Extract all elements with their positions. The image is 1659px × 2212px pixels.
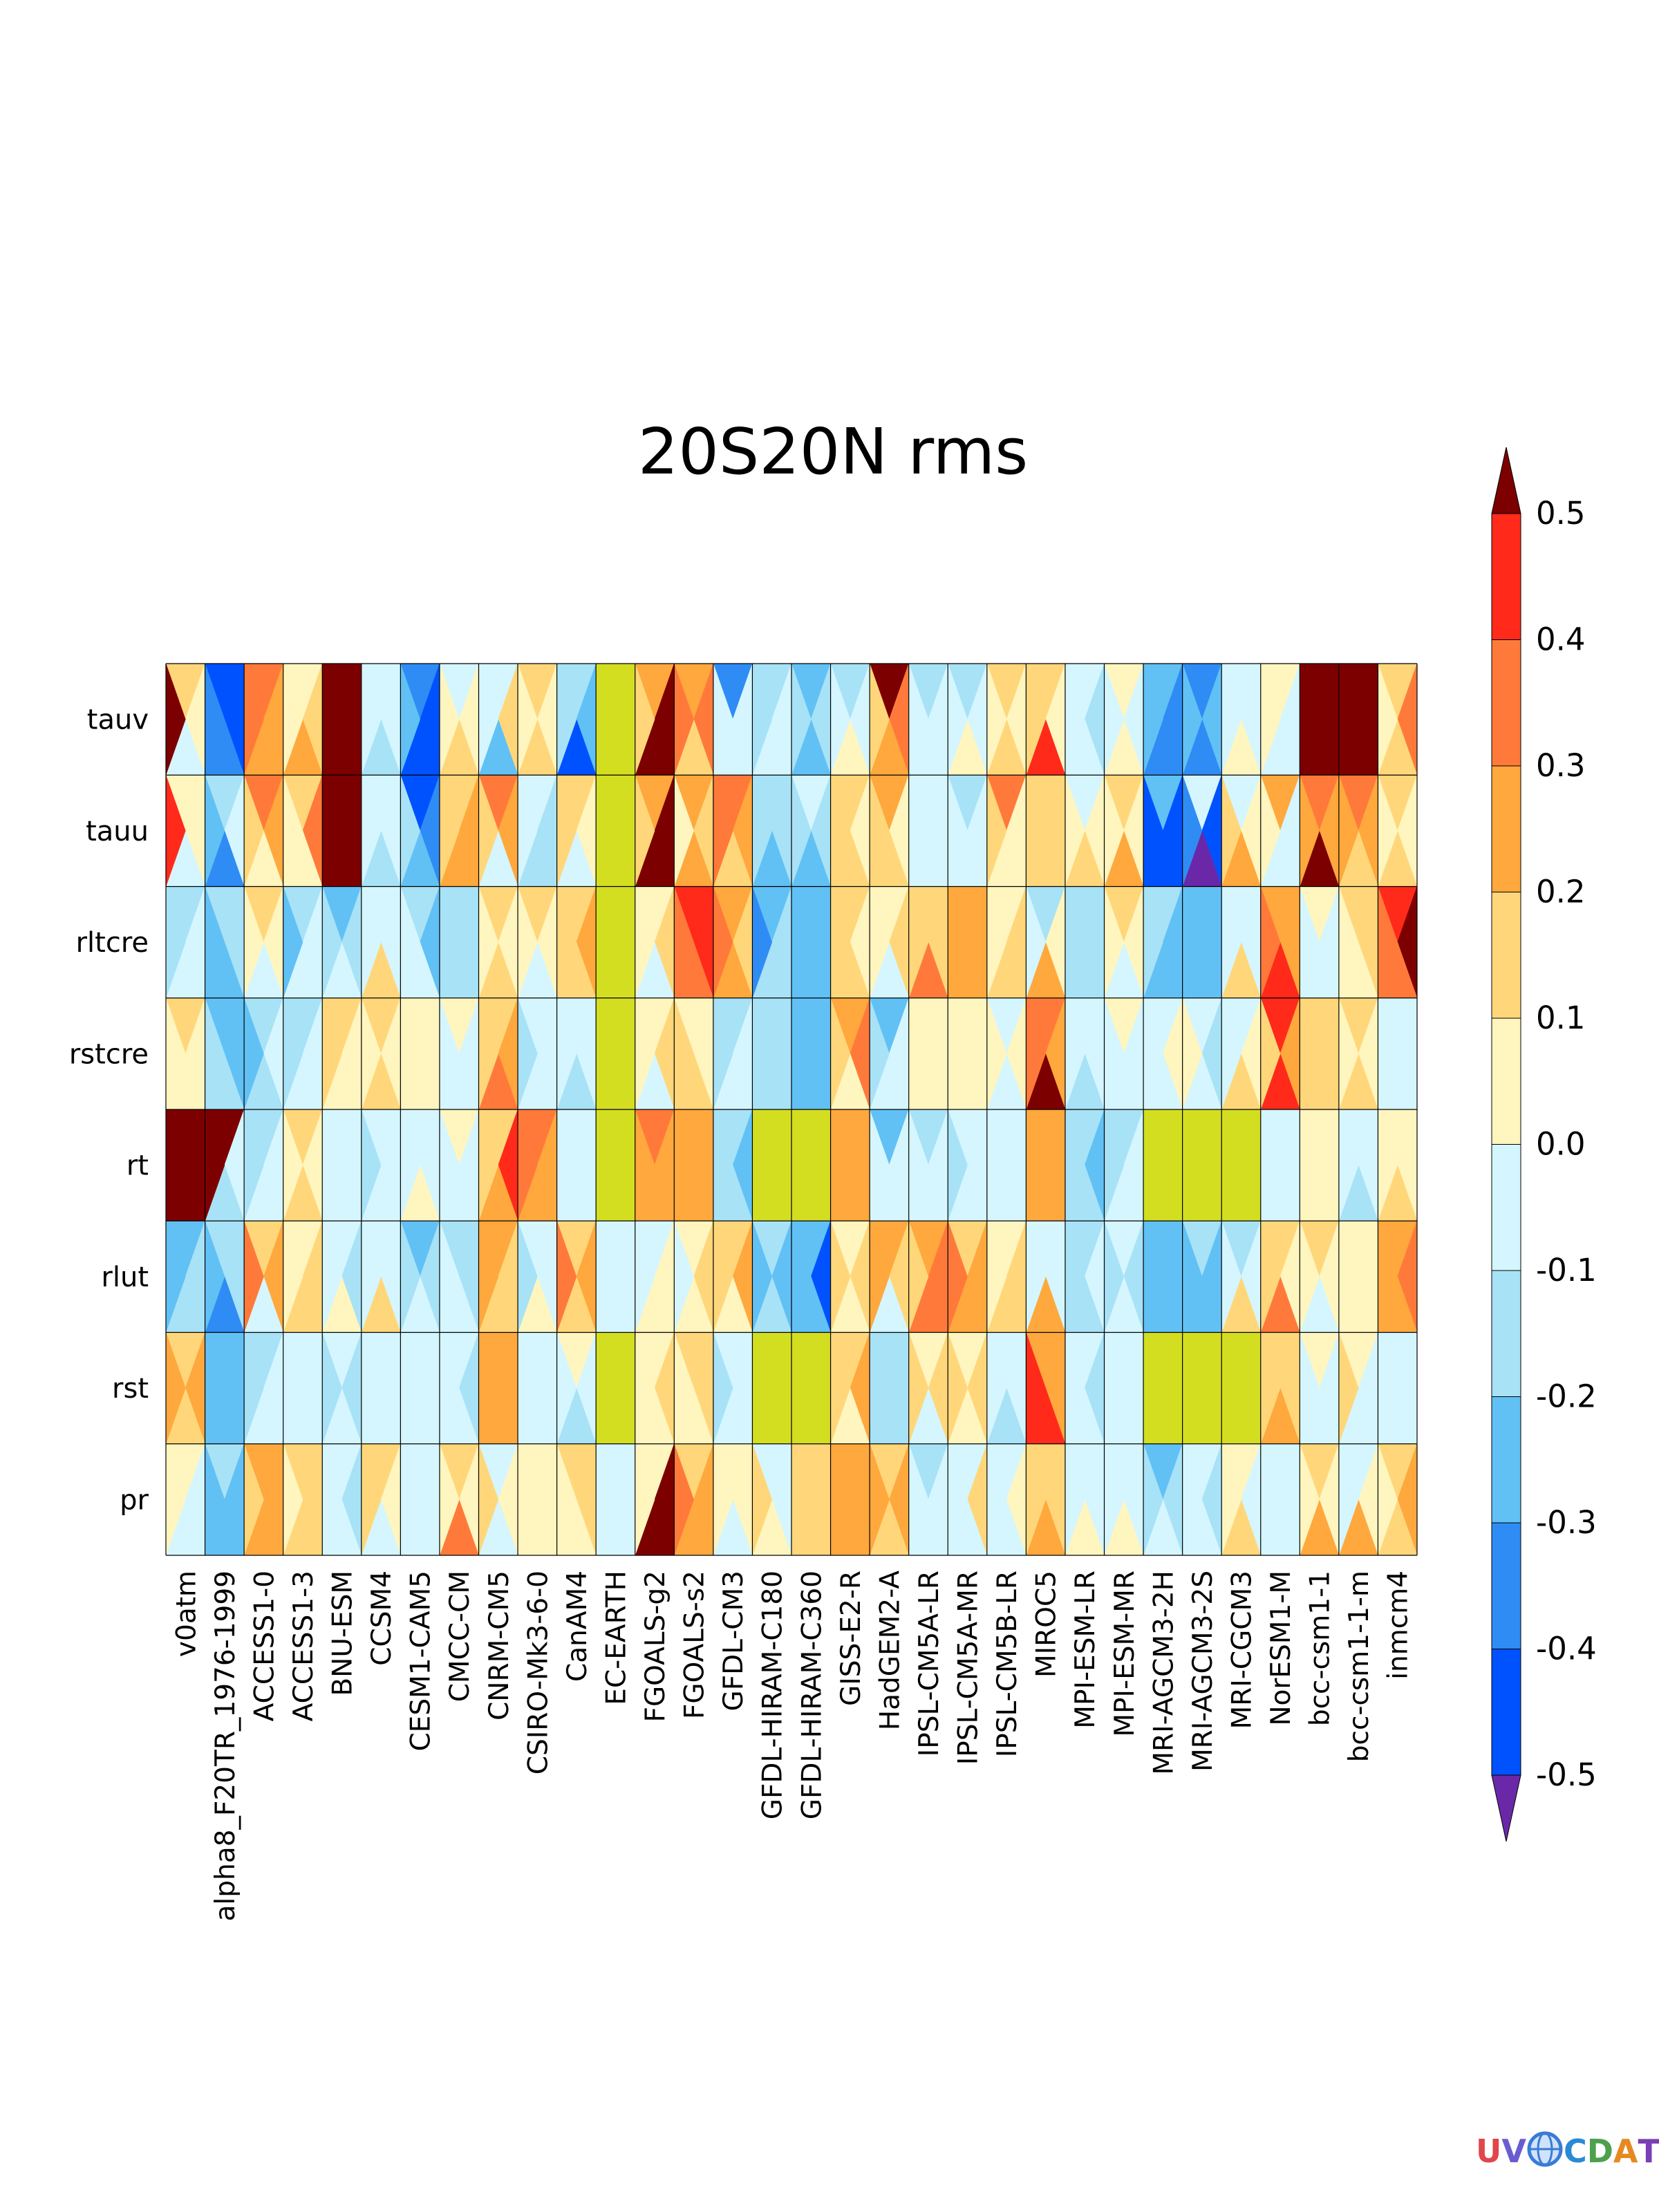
colorbar-segment: [1491, 639, 1521, 767]
column-label-GFDL-CM3: GFDL-CM3: [718, 1571, 749, 1712]
column-labels: v0atm alpha8_F20TR_1976-1999 ACCESS1-0 ACCE…: [171, 1571, 1414, 1922]
heatmap-cells: [165, 663, 1418, 1556]
colorbar-tick-label: -0.4: [1536, 1631, 1597, 1667]
colorbar-under-triangle: [1491, 1774, 1521, 1842]
row-label-rt: rt: [126, 1150, 149, 1182]
column-label-ACCESS1-0: ACCESS1-0: [249, 1571, 280, 1721]
column-label-CESM1-CAM5: CESM1-CAM5: [406, 1571, 437, 1752]
colorbar-segment: [1491, 892, 1521, 1019]
colorbar-tick-label: 0.1: [1536, 1000, 1586, 1036]
colorbar-segment: [1491, 765, 1521, 892]
row-labels: tauv tauu rltcre rstcre rt rlut rst pr: [69, 704, 149, 1517]
colorbar-tick-labels: 0.5 0.4 0.3 0.2 0.1 0.0 -0.1 -0.2 -0.3 -0.4 -0.5: [1536, 495, 1597, 1793]
column-label-BNU-ESM: BNU-ESM: [328, 1571, 359, 1696]
column-label-IPSL-CM5B-LR: IPSL-CM5B-LR: [992, 1571, 1023, 1757]
column-label-FGOALS-s2: FGOALS-s2: [679, 1571, 711, 1719]
column-label-GFDL-HIRAM-C360: GFDL-HIRAM-C360: [796, 1571, 827, 1819]
row-label-rst: rst: [112, 1373, 149, 1405]
column-label-IPSL-CM5A-MR: IPSL-CM5A-MR: [953, 1571, 984, 1765]
column-label-FGOALS-g2: FGOALS-g2: [640, 1571, 671, 1722]
logo-letter-t: T: [1638, 2133, 1659, 2170]
column-label-MPI-ESM-LR: MPI-ESM-LR: [1070, 1571, 1101, 1729]
colorbar-segment: [1491, 1522, 1521, 1649]
colorbar-tick-label: -0.1: [1536, 1252, 1597, 1288]
row-label-tauu: tauu: [86, 816, 149, 847]
logo-letter-d: D: [1586, 2133, 1613, 2170]
column-label-ACCESS1-3: ACCESS1-3: [288, 1571, 319, 1721]
colorbar-tick-label: 0.5: [1536, 495, 1586, 532]
column-label-alpha8_F20TR_1976-1999: alpha8_F20TR_1976-1999: [210, 1571, 241, 1921]
column-label-GISS-E2-R: GISS-E2-R: [836, 1571, 867, 1706]
colorbar-segment: [1491, 1396, 1521, 1524]
row-label-rlut: rlut: [101, 1262, 149, 1293]
column-label-CNRM-CM5: CNRM-CM5: [484, 1571, 515, 1721]
row-label-rstcre: rstcre: [69, 1038, 149, 1070]
chart-title: 20S20N rms: [638, 415, 1028, 489]
colorbar-tick-label: 0.3: [1536, 747, 1586, 784]
column-label-IPSL-CM5A-LR: IPSL-CM5A-LR: [914, 1571, 945, 1756]
column-label-MPI-ESM-MR: MPI-ESM-MR: [1109, 1571, 1141, 1737]
row-label-pr: pr: [120, 1484, 149, 1516]
column-label-bcc-csm1-1: bcc-csm1-1: [1305, 1571, 1336, 1726]
colorbar-tick-label: 0.4: [1536, 621, 1586, 658]
colorbar-tick-label: -0.5: [1536, 1756, 1597, 1793]
logo-letter-a: A: [1613, 2133, 1638, 2170]
logo-letter-v: V: [1501, 2133, 1526, 2170]
column-label-EC-EARTH: EC-EARTH: [601, 1571, 632, 1705]
colorbar-segment: [1491, 1144, 1521, 1271]
column-label-HadGEM2-A: HadGEM2-A: [874, 1571, 906, 1731]
column-label-MRI-CGCM3: MRI-CGCM3: [1226, 1571, 1257, 1729]
column-label-inmcm4: inmcm4: [1383, 1571, 1414, 1680]
column-label-v0atm: v0atm: [171, 1571, 202, 1657]
colorbar-segment: [1491, 1018, 1521, 1145]
colorbar-segment: [1491, 513, 1521, 640]
colorbar-tick-label: 0.0: [1536, 1126, 1586, 1163]
column-label-CCSM4: CCSM4: [366, 1571, 397, 1666]
colorbar: [1491, 447, 1521, 1842]
logo-letter-c: C: [1563, 2133, 1587, 2170]
colorbar-segment: [1491, 1270, 1521, 1397]
column-label-NorESM1-M: NorESM1-M: [1266, 1571, 1297, 1726]
row-label-rltcre: rltcre: [76, 927, 149, 959]
colorbar-tick-label: 0.2: [1536, 874, 1586, 910]
uvcdat-logo: UV CDAT: [1476, 2130, 1659, 2172]
row-label-tauv: tauv: [87, 704, 149, 736]
colorbar-tick-label: -0.3: [1536, 1504, 1597, 1541]
heatmap-grid: [165, 663, 1418, 1556]
logo-letter-u: U: [1476, 2133, 1502, 2170]
column-label-MRI-AGCM3-2S: MRI-AGCM3-2S: [1188, 1571, 1219, 1772]
colorbar-segment: [1491, 1649, 1521, 1776]
colorbar-over-triangle: [1491, 447, 1521, 514]
column-label-CMCC-CM: CMCC-CM: [444, 1571, 476, 1702]
column-label-bcc-csm1-1-m: bcc-csm1-1-m: [1344, 1571, 1375, 1762]
column-label-MIROC5: MIROC5: [1031, 1571, 1062, 1678]
column-label-MRI-AGCM3-2H: MRI-AGCM3-2H: [1148, 1571, 1179, 1775]
column-label-CanAM4: CanAM4: [562, 1571, 593, 1682]
globe-icon: [1526, 2130, 1564, 2172]
column-label-CSIRO-Mk3-6-0: CSIRO-Mk3-6-0: [523, 1571, 554, 1774]
colorbar-tick-label: -0.2: [1536, 1378, 1597, 1415]
column-label-GFDL-HIRAM-C180: GFDL-HIRAM-C180: [758, 1571, 789, 1819]
